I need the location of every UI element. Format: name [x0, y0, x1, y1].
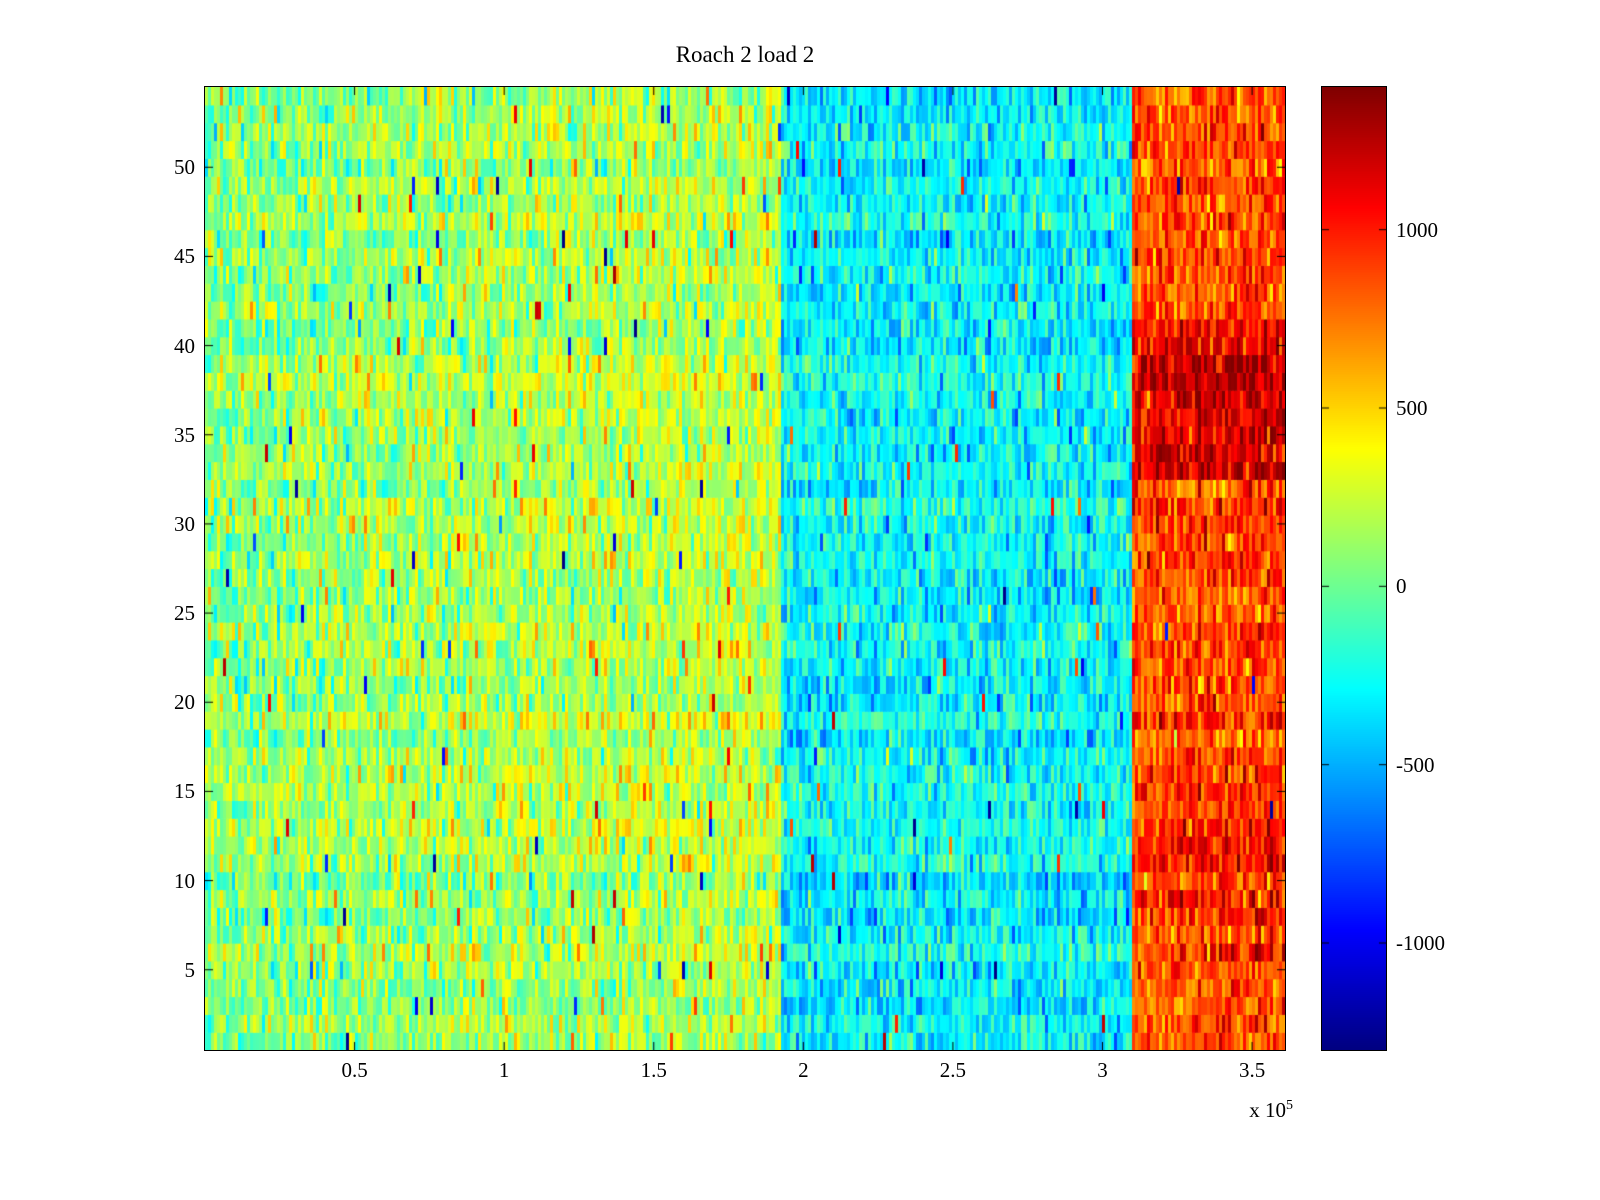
x-axis-scale-label: x 105 — [1145, 1098, 1293, 1123]
colorbar-tick-label: -500 — [1396, 752, 1435, 777]
y-tick-label: 20 — [174, 690, 195, 715]
y-tick-label: 35 — [174, 422, 195, 447]
x-tick-label: 3 — [1097, 1058, 1108, 1082]
y-tick-label: 5 — [184, 957, 196, 982]
y-tick-label: 40 — [174, 333, 195, 358]
x-scale-prefix: x 10 — [1249, 1098, 1286, 1122]
y-tick-label: 30 — [174, 511, 195, 536]
x-tick-label: 3.5 — [1238, 1058, 1266, 1082]
colorbar-tick-label: 0 — [1396, 574, 1407, 599]
heatmap-canvas — [205, 87, 1285, 1050]
colorbar — [1321, 86, 1387, 1051]
y-tick-label: 25 — [174, 601, 195, 626]
colorbar-canvas — [1322, 87, 1386, 1050]
y-tick-label: 15 — [174, 779, 195, 804]
colorbar-tick-label: 500 — [1396, 396, 1428, 420]
y-tick-label: 10 — [174, 868, 195, 893]
x-tick-label: 2 — [798, 1058, 809, 1082]
x-tick-label: 2.5 — [939, 1058, 967, 1082]
colorbar-tick-label: 1000 — [1396, 217, 1438, 242]
x-tick-label: 1 — [498, 1058, 510, 1082]
x-scale-exponent: 5 — [1286, 1098, 1293, 1113]
x-tick-label: 0.5 — [341, 1058, 368, 1082]
y-tick-label: 50 — [174, 155, 195, 180]
chart-title: Roach 2 load 2 — [675, 42, 815, 67]
colorbar-tick-label: -1000 — [1396, 931, 1445, 955]
x-tick-label: 1.5 — [640, 1058, 667, 1082]
y-tick-label: 45 — [174, 244, 195, 269]
heatmap-plot — [204, 86, 1286, 1051]
